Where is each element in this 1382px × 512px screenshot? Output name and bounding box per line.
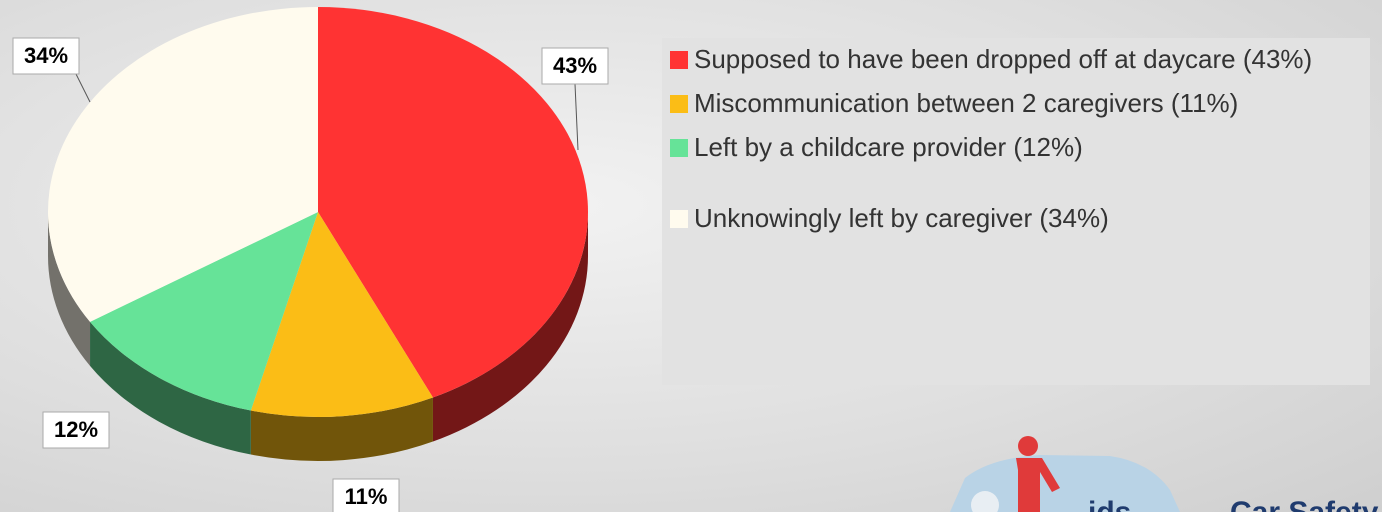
legend-entry: Unknowingly left by caregiver (34%): [670, 203, 1360, 234]
logo-text: ids: [1088, 496, 1131, 512]
legend-entry: Left by a childcare provider (12%): [670, 132, 1360, 163]
data-label: 12%: [54, 417, 98, 442]
leader-line: [574, 83, 579, 151]
label-box: [12, 37, 80, 75]
data-label: 43%: [553, 53, 597, 78]
slice-side: [250, 397, 433, 461]
label-box: [332, 478, 400, 512]
pie: [48, 6, 588, 461]
legend-swatch: [670, 139, 688, 157]
data-label: 34%: [24, 43, 68, 68]
slice: [48, 6, 318, 322]
slice-side: [432, 212, 588, 442]
label-box: [42, 411, 110, 449]
slice: [250, 212, 433, 417]
legend-swatch: [670, 51, 688, 69]
legend-entry: Supposed to have been dropped off at day…: [670, 44, 1360, 75]
data-label: 11%: [345, 484, 388, 509]
slice-side: [90, 321, 251, 455]
legend-label: Miscommunication between 2 caregivers (1…: [694, 88, 1239, 118]
legend-entry: Miscommunication between 2 caregivers (1…: [670, 88, 1360, 119]
logo-brand: Car Safety: [1230, 496, 1379, 512]
logo: ids Car Safety: [950, 436, 1379, 512]
slice: [90, 212, 318, 411]
leader-line: [75, 73, 91, 103]
legend-swatch: [670, 95, 688, 113]
slice-side: [48, 212, 91, 366]
legend-label: Supposed to have been dropped off at day…: [694, 44, 1313, 74]
label-box: [541, 47, 609, 85]
legend-label: Left by a childcare provider (12%): [694, 132, 1083, 162]
legend-label: Unknowingly left by caregiver (34%): [694, 203, 1109, 233]
legend-swatch: [670, 210, 688, 228]
legend: Supposed to have been dropped off at day…: [662, 38, 1370, 385]
slice: [318, 7, 588, 398]
